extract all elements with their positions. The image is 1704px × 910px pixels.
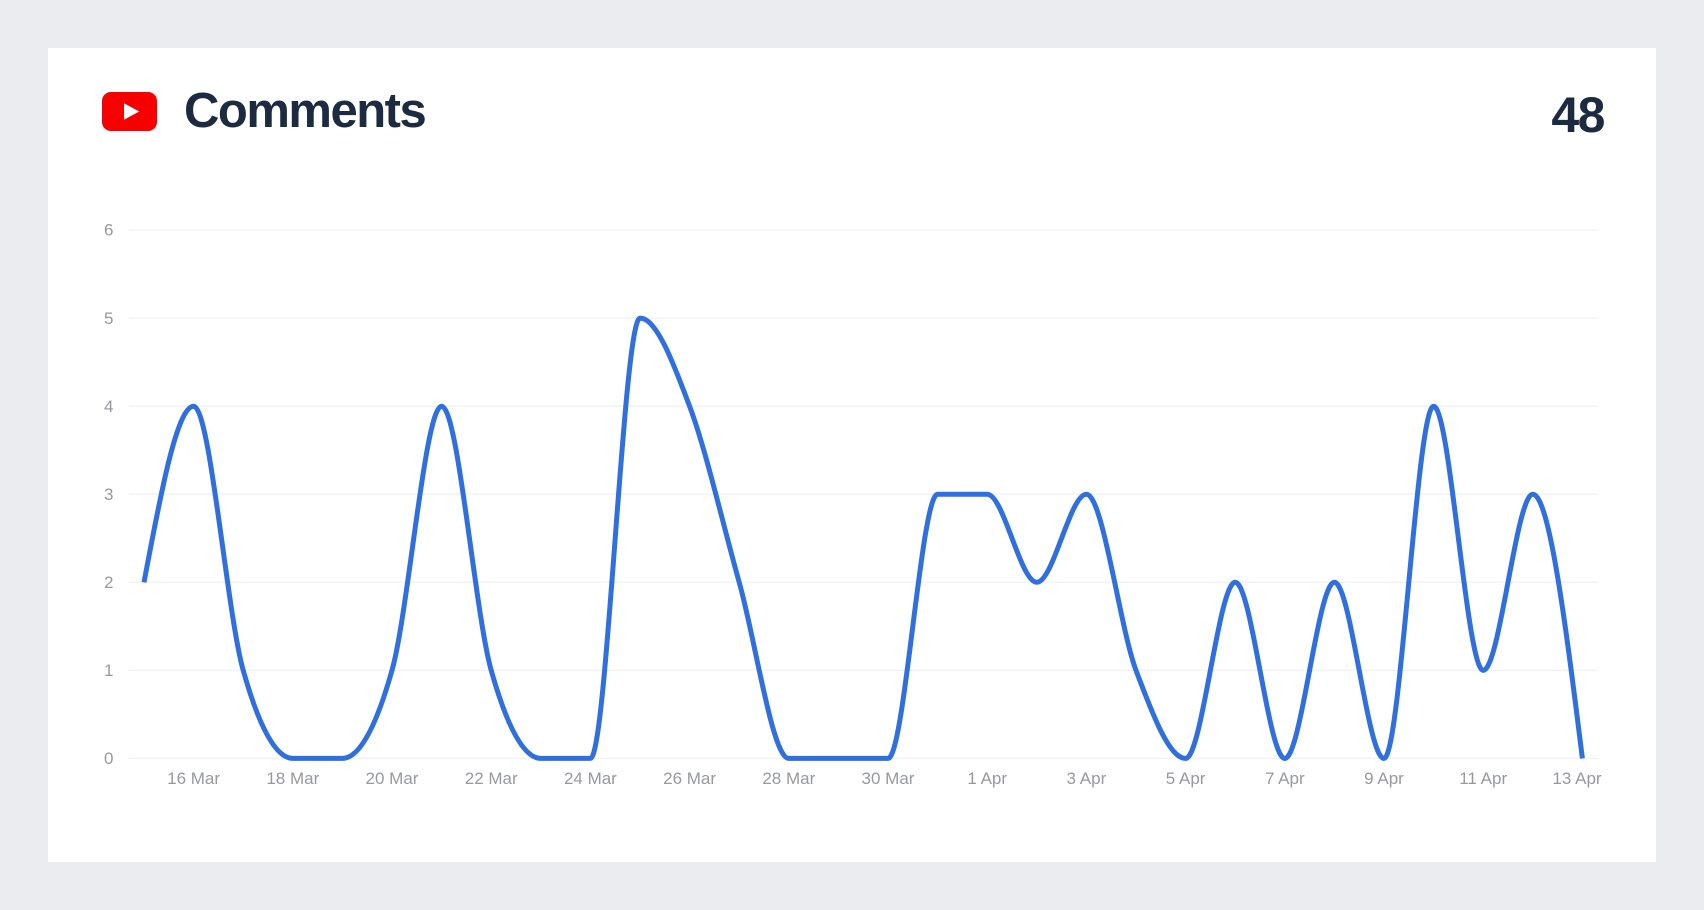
svg-text:1 Apr: 1 Apr	[967, 769, 1007, 788]
svg-text:4: 4	[104, 397, 113, 416]
svg-text:30 Mar: 30 Mar	[862, 769, 915, 788]
svg-text:1: 1	[104, 661, 113, 680]
svg-text:7 Apr: 7 Apr	[1265, 769, 1305, 788]
svg-text:11 Apr: 11 Apr	[1459, 769, 1507, 788]
svg-text:3: 3	[104, 485, 113, 504]
svg-text:22 Mar: 22 Mar	[465, 769, 518, 788]
svg-text:6: 6	[104, 221, 113, 240]
svg-text:13 Apr: 13 Apr	[1552, 769, 1601, 788]
svg-text:24 Mar: 24 Mar	[564, 769, 617, 788]
svg-text:0: 0	[104, 749, 113, 768]
svg-text:26 Mar: 26 Mar	[663, 769, 716, 788]
svg-text:2: 2	[104, 573, 113, 592]
svg-text:18 Mar: 18 Mar	[266, 769, 319, 788]
svg-text:5: 5	[104, 309, 113, 328]
svg-text:9 Apr: 9 Apr	[1364, 769, 1404, 788]
svg-text:28 Mar: 28 Mar	[762, 769, 815, 788]
svg-text:16 Mar: 16 Mar	[167, 769, 220, 788]
svg-text:3 Apr: 3 Apr	[1067, 769, 1107, 788]
svg-text:5 Apr: 5 Apr	[1166, 769, 1206, 788]
svg-text:20 Mar: 20 Mar	[366, 769, 419, 788]
